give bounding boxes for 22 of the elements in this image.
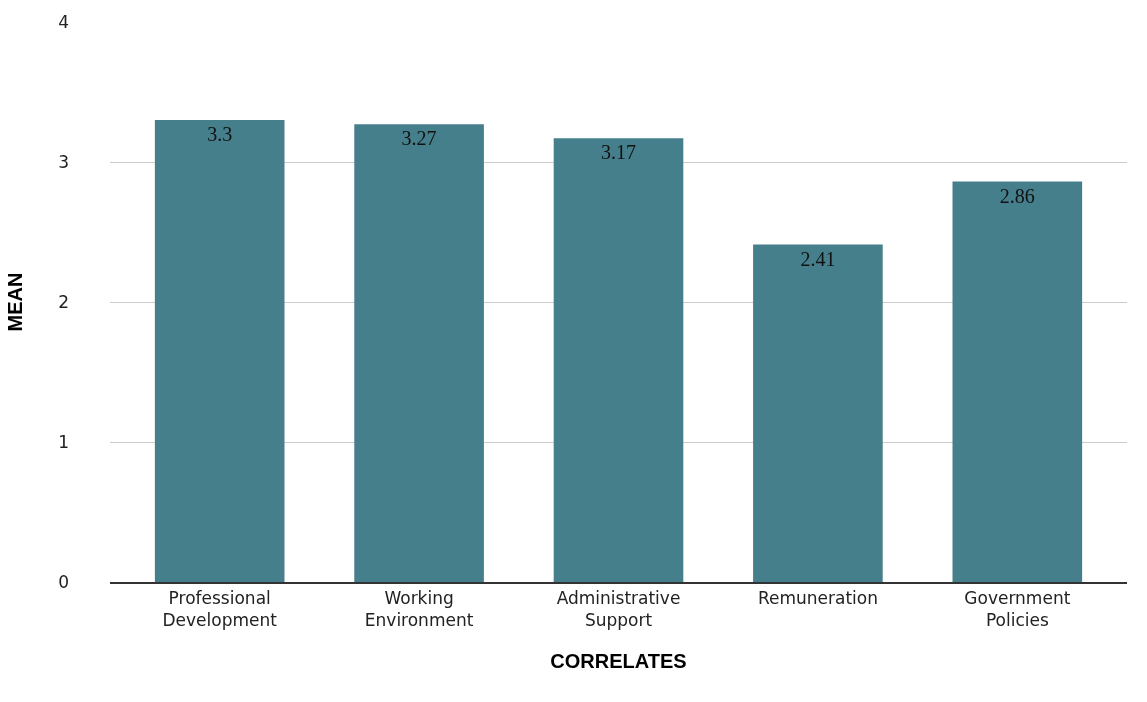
bar bbox=[154, 120, 285, 582]
y-tick-label: 2 bbox=[58, 291, 69, 312]
bar bbox=[952, 181, 1083, 582]
y-axis-title: MEAN bbox=[3, 272, 26, 332]
bar bbox=[354, 124, 484, 582]
data-label: 3.27 bbox=[401, 127, 437, 150]
x-tick-label: Working Environment bbox=[364, 588, 474, 631]
y-tick-label: 3 bbox=[58, 151, 69, 172]
x-tick-label: Government Policies bbox=[964, 588, 1071, 631]
data-label: 3.17 bbox=[601, 141, 636, 164]
bar bbox=[753, 244, 883, 582]
x-tick-label: Professional Development bbox=[162, 588, 278, 631]
y-tick-label: 0 bbox=[58, 571, 69, 592]
data-label: 2.41 bbox=[800, 247, 836, 270]
x-axis-title: CORRELATES bbox=[550, 650, 687, 673]
x-tick-label: Remuneration bbox=[757, 588, 878, 609]
data-label: 3.3 bbox=[207, 123, 233, 145]
y-tick-label: 4 bbox=[58, 11, 69, 32]
y-tick-label: 1 bbox=[58, 431, 69, 452]
data-label: 2.86 bbox=[999, 184, 1035, 207]
x-tick-label: Administrative Support bbox=[556, 588, 681, 631]
bar bbox=[553, 138, 684, 582]
